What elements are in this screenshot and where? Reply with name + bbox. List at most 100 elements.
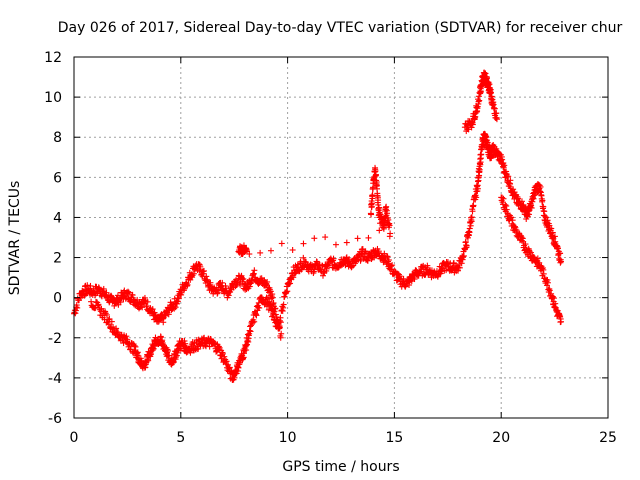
data-point	[558, 258, 565, 265]
data-point-fill	[164, 346, 171, 353]
data-point-fill	[469, 208, 476, 215]
data-point-fill	[105, 321, 112, 328]
data-point-fill	[507, 177, 514, 184]
data-point-fill	[173, 352, 180, 359]
data-point-fill	[539, 197, 546, 204]
data-point-fill	[264, 278, 271, 285]
data-point-fill	[549, 229, 556, 236]
data-point-fill	[501, 162, 508, 169]
data-point-fill	[181, 337, 188, 344]
data-point-fill	[247, 328, 254, 335]
data-point-fill	[267, 288, 274, 295]
data-point-fill	[100, 285, 107, 292]
data-point-fill	[290, 274, 297, 281]
data-point-fill	[174, 298, 181, 305]
data-point-fill	[84, 282, 91, 289]
data-point-fill	[172, 354, 179, 361]
data-point-fill	[460, 252, 467, 259]
data-point-fill	[240, 355, 247, 362]
data-point-fill	[159, 337, 166, 344]
data-point-fill	[170, 359, 177, 366]
data-point-fill	[456, 264, 463, 271]
data-point-fill	[108, 318, 115, 325]
data-point-fill	[206, 343, 213, 350]
data-point-fill	[253, 312, 260, 319]
data-point-fill	[251, 267, 258, 274]
data-point-fill	[474, 185, 481, 192]
data-point-fill	[195, 261, 202, 268]
data-point-fill	[384, 253, 391, 260]
data-point-fill	[131, 342, 138, 349]
data-point-fill	[518, 198, 525, 205]
data-point-fill	[171, 305, 178, 312]
data-point-fill	[166, 352, 173, 359]
data-point-fill	[292, 269, 299, 276]
data-point-fill	[129, 292, 136, 299]
data-point-fill	[103, 311, 110, 318]
data-marks	[71, 69, 565, 383]
data-point-fill	[123, 333, 130, 340]
data-point-fill	[554, 245, 561, 252]
data-point-fill	[219, 279, 226, 286]
data-point-fill	[223, 358, 230, 365]
data-point-fill	[110, 323, 117, 330]
data-point-fill	[284, 288, 291, 295]
data-point-fill	[256, 304, 263, 311]
data-point-fill	[240, 275, 247, 282]
data-point-fill	[277, 319, 284, 326]
data-point-fill	[237, 281, 244, 288]
data-point-fill	[514, 195, 521, 202]
data-point-fill	[348, 263, 355, 270]
data-point-fill	[548, 225, 555, 232]
data-point-fill	[95, 301, 102, 308]
data-point-fill	[139, 304, 146, 311]
data-point-fill	[529, 198, 536, 205]
data-point-fill	[247, 323, 254, 330]
data-point-fill	[544, 217, 551, 224]
data-point-fill	[231, 374, 238, 381]
data-point-fill	[528, 204, 535, 211]
data-point-fill	[190, 270, 197, 277]
data-point-fill	[283, 288, 290, 295]
data-point-fill	[184, 281, 191, 288]
data-point-fill	[466, 225, 473, 232]
data-point-fill	[389, 262, 396, 269]
data-point-fill	[364, 257, 371, 264]
data-point-fill	[406, 282, 413, 289]
data-point-fill	[244, 331, 251, 338]
data-point-fill	[458, 260, 465, 267]
data-point-fill	[460, 254, 467, 261]
data-point-fill	[175, 295, 182, 302]
data-point-fill	[551, 233, 558, 240]
data-point-fill	[411, 276, 418, 283]
data-point-fill	[385, 257, 392, 264]
data-point-fill	[145, 357, 152, 364]
data-point-fill	[543, 214, 550, 221]
data-point-fill	[303, 259, 310, 266]
data-point-fill	[164, 347, 171, 354]
data-point	[244, 284, 251, 291]
data-point-fill	[125, 289, 132, 296]
data-point-fill	[195, 345, 202, 352]
data-point-fill	[325, 262, 332, 269]
data-point	[269, 294, 276, 301]
data-point-fill	[200, 267, 207, 274]
data-point-fill	[144, 298, 151, 305]
data-point-fill	[125, 288, 132, 295]
data-point-fill	[300, 254, 307, 261]
data-point-fill	[505, 173, 512, 180]
data-point-fill	[74, 304, 81, 311]
data-point-fill	[330, 255, 337, 262]
data-point-fill	[204, 278, 211, 285]
data-point-fill	[292, 270, 299, 277]
data-point-fill	[467, 222, 474, 229]
data-point-fill	[537, 183, 544, 190]
data-point-fill	[396, 273, 403, 280]
data-point	[470, 202, 477, 209]
data-point-fill	[473, 194, 480, 201]
data-point-fill	[476, 166, 483, 173]
data-point-fill	[287, 280, 294, 287]
data-point-fill	[219, 350, 226, 357]
data-point-fill	[541, 208, 548, 215]
